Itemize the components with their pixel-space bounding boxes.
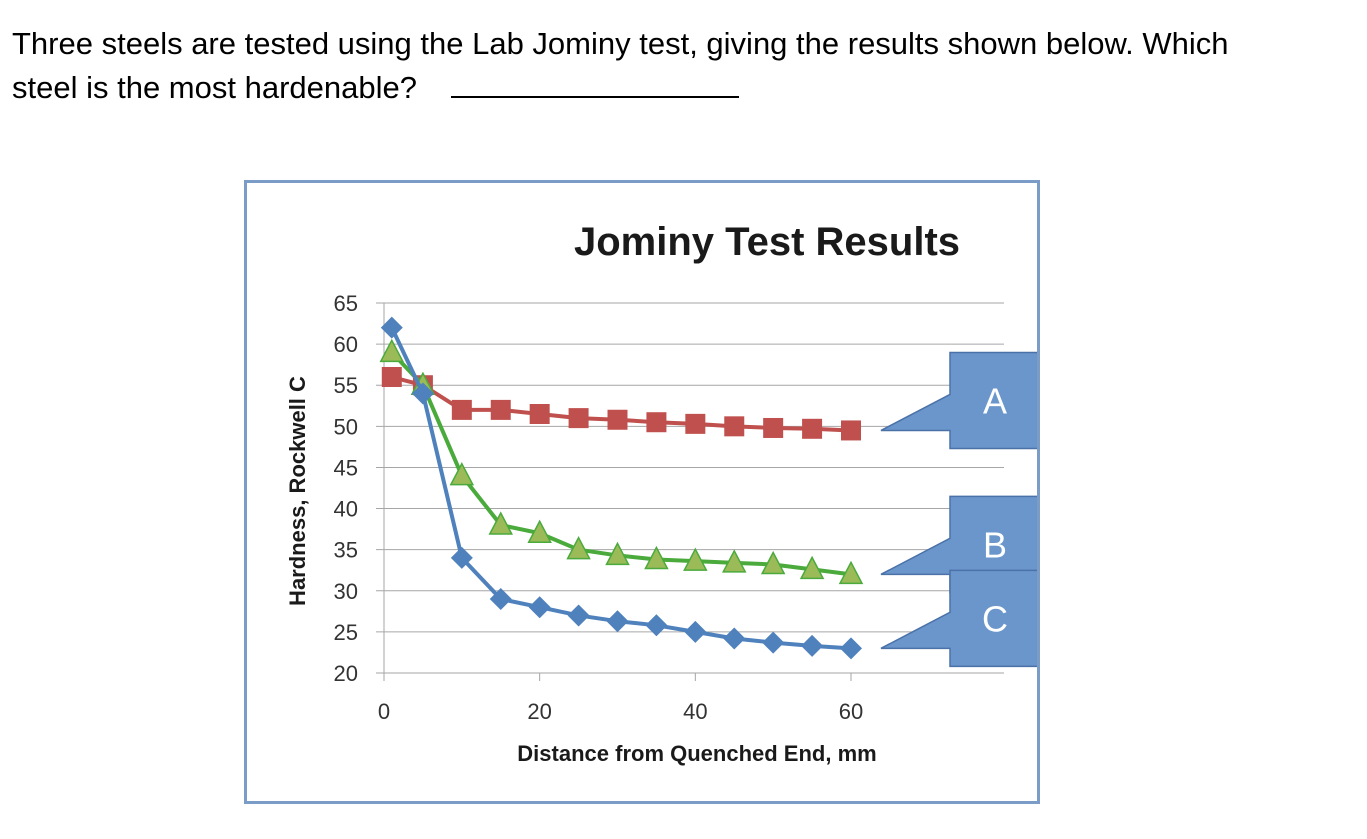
series-1-point-9 [722,549,747,573]
jominy-chart: Jominy Test Results 20 25 30 35 40 45 50 55 60 65… [285,220,1037,766]
series-2-point-10 [762,631,785,654]
series-0-point-7 [646,412,667,433]
series-1-point-10 [760,550,786,575]
y-tick-35: 35 [334,538,358,563]
y-tick-labels: 20 25 30 35 40 45 50 55 60 65 [334,291,358,686]
answer-blank[interactable] [450,72,739,98]
callouts: A BC [880,351,1037,668]
callout-label-a: A [983,380,1007,421]
series-1-point-0 [379,338,405,363]
series-1-point-5 [566,536,591,560]
series-2-point-7 [645,614,668,637]
data-series [379,316,864,660]
series-1-point-12 [838,560,864,585]
series-2-point-4 [528,596,551,619]
y-tick-65: 65 [334,291,358,316]
series-0-point-0 [381,367,402,387]
x-tick-60: 60 [839,699,863,724]
series-0-point-5 [568,408,589,429]
series-0-point-8 [685,413,706,434]
series-0-point-9 [724,416,745,437]
series-0-point-6 [607,409,628,430]
y-tick-40: 40 [334,497,358,522]
series-2-point-0 [380,316,403,339]
y-tick-25: 25 [334,620,358,645]
series-0-point-11 [802,418,823,439]
series-1-point-7 [644,545,669,570]
x-tick-40: 40 [683,699,707,724]
y-tick-30: 30 [334,579,358,604]
series-0-point-4 [529,404,550,424]
callout-a [880,351,1037,450]
question-line-2: steel is the most hardenable? [12,66,1352,110]
y-tick-45: 45 [334,455,358,480]
callout-label-c: C [982,598,1008,639]
chart-title: Jominy Test Results [574,220,960,264]
series-2-point-9 [723,627,746,650]
series-2-point-6 [606,610,629,633]
x-tick-20: 20 [527,699,551,724]
series-2-point-11 [801,634,824,657]
series-1-point-8 [683,547,708,571]
callout-label-b: B [983,524,1007,565]
series-0-point-12 [841,420,861,441]
x-axis-label: Distance from Quenched End, mm [517,741,876,766]
series-0-point-10 [763,417,784,438]
series-2-point-2 [450,546,473,569]
question-text: Three steels are tested using the Lab Jo… [12,22,1352,110]
series-2-point-8 [684,620,707,643]
series-0-point-3 [490,399,511,420]
grid-lines [376,302,1004,681]
x-tick-labels: 0 20 40 60 [378,699,863,724]
series-1-point-4 [527,519,552,543]
series-2-point-5 [567,604,590,627]
question-line-2-text: steel is the most hardenable? [12,70,417,105]
callout-c [880,569,1037,668]
chart-frame: Jominy Test Results 20 25 30 35 40 45 50 55 60 65… [244,180,1040,804]
series-2-point-3 [489,588,512,610]
series-2-point-12 [840,637,862,660]
y-tick-50: 50 [334,414,358,439]
series-1-point-3 [488,511,513,535]
x-tick-0: 0 [378,699,390,724]
y-tick-20: 20 [334,661,358,686]
series-1-point-11 [799,555,825,580]
y-axis-label: Hardness, Rockwell C [285,376,310,606]
series-1-point-6 [605,541,630,566]
y-tick-55: 55 [334,373,358,398]
question-line-1: Three steels are tested using the Lab Jo… [12,26,1229,61]
series-1-point-2 [449,462,475,486]
y-tick-60: 60 [334,332,358,357]
series-2-point-1 [411,382,434,405]
series-0-point-2 [451,399,472,420]
series-2-line [389,326,852,651]
